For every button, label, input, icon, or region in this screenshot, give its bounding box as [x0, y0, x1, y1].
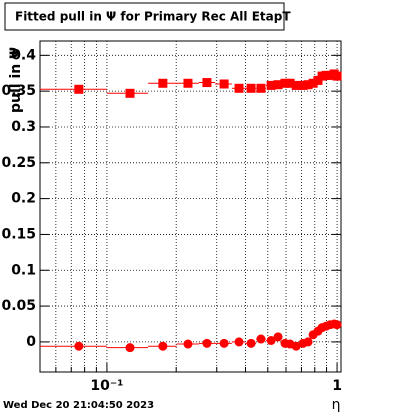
marker	[256, 83, 266, 93]
plot-frame	[39, 40, 342, 373]
marker	[183, 339, 193, 349]
y-tick-label: 0.25	[1, 155, 36, 171]
marker	[303, 80, 313, 90]
marker	[125, 88, 135, 98]
marker	[74, 341, 84, 351]
y-tick-label: 0.15	[1, 226, 36, 242]
marker	[219, 79, 229, 89]
x-tick-label: 10⁻¹	[90, 378, 123, 394]
marker	[219, 338, 229, 348]
x-axis-label: η	[332, 397, 341, 413]
y-tick-label: 0.2	[11, 191, 36, 207]
footer: Wed Dec 20 21:04:50 2023	[3, 400, 154, 411]
marker	[298, 80, 308, 90]
marker	[158, 78, 168, 88]
marker	[202, 78, 212, 88]
marker	[158, 341, 168, 351]
marker	[74, 84, 84, 94]
marker	[303, 337, 313, 347]
marker	[291, 80, 301, 90]
marker	[234, 83, 244, 93]
x-tick-label: 1	[332, 378, 342, 394]
marker	[256, 334, 266, 344]
marker	[246, 83, 256, 93]
y-tick-label: 0.3	[11, 119, 36, 135]
chart-title: Fitted pull in Ψ for Primary Rec All Eta…	[15, 10, 291, 24]
marker	[308, 78, 318, 88]
title-box	[4, 2, 285, 31]
y-tick-label: 0.1	[11, 262, 36, 278]
marker	[266, 80, 276, 90]
marker	[246, 338, 256, 348]
marker	[273, 332, 283, 342]
marker	[332, 320, 342, 330]
marker	[266, 335, 276, 345]
marker	[291, 341, 301, 351]
y-tick-label: 0.05	[1, 298, 36, 314]
y-tick-label: 0	[26, 334, 36, 350]
marker	[280, 78, 290, 88]
y-axis-label: pull in Ψ	[8, 47, 24, 113]
marker	[332, 71, 342, 81]
marker	[285, 78, 295, 88]
marker	[125, 343, 135, 353]
marker	[234, 337, 244, 347]
marker	[273, 80, 283, 90]
marker	[202, 338, 212, 348]
y-tick-label: 0.4	[11, 47, 36, 63]
y-tick-label: 0.35	[1, 83, 36, 99]
marker	[183, 78, 193, 88]
